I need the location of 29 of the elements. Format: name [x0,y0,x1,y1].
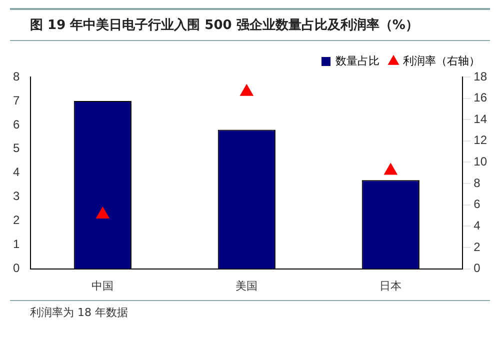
legend-label: 利润率（右轴） [403,54,480,68]
y-tick-label: 3 [12,189,20,204]
point [240,84,254,96]
y2-tick-label: 2 [474,240,481,254]
y2-tick-label: 6 [474,197,481,212]
x-tick-label: 中国 [92,279,114,292]
point [96,206,110,218]
point [384,163,398,175]
y2-tick-label: 12 [474,133,488,148]
y2-tick-label: 4 [474,218,481,232]
chart-title: 图 19 年中美日电子行业入围 500 强企业数量占比及利润率（%） [10,8,490,41]
y-tick-label: 0 [12,261,20,276]
x-tick-label: 美国 [236,279,258,292]
y2-tick-label: 16 [474,90,488,105]
y-tick-label: 4 [12,165,20,180]
y-tick-label: 5 [12,141,20,156]
y2-tick-label: 18 [474,69,488,84]
y2-tick-label: 10 [474,154,488,169]
y2-tick-label: 0 [474,261,481,276]
y-tick-label: 1 [12,237,20,252]
y-tick-label: 7 [12,93,20,108]
legend-label: 数量占比 [336,54,380,68]
y-tick-label: 2 [12,213,20,228]
text: 利润率为 18 年数据 [10,300,490,320]
y2-tick-label: 14 [474,112,488,126]
y-tick-label: 6 [12,117,20,132]
x-tick-label: 日本 [380,279,402,292]
y-tick-label: 8 [12,69,20,84]
y2-tick-label: 8 [474,176,481,190]
